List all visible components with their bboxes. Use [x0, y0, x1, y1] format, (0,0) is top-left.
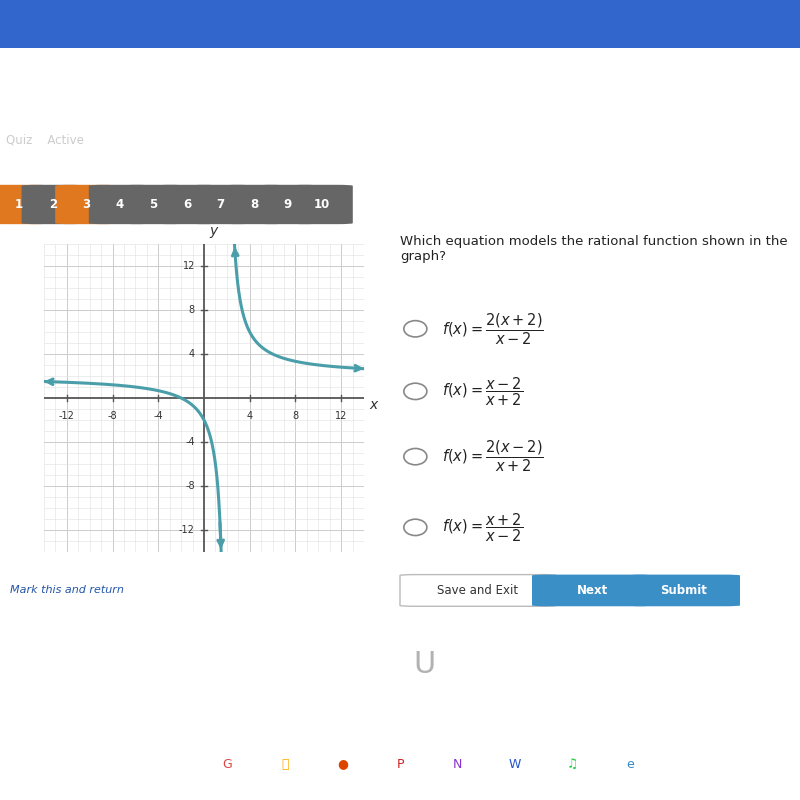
Text: $f(x) = \dfrac{x+2}{x-2}$: $f(x) = \dfrac{x+2}{x-2}$ — [442, 511, 523, 544]
Text: y: y — [209, 224, 218, 238]
Text: 📁: 📁 — [281, 758, 289, 770]
FancyBboxPatch shape — [0, 185, 50, 224]
Text: Next: Next — [576, 583, 608, 597]
Text: 12: 12 — [182, 261, 195, 271]
Text: $f(x) = \dfrac{2(x-2)}{x+2}$: $f(x) = \dfrac{2(x-2)}{x+2}$ — [442, 439, 544, 474]
Text: Save and Exit: Save and Exit — [437, 583, 518, 597]
Text: $f(x) = \dfrac{2(x+2)}{x-2}$: $f(x) = \dfrac{2(x+2)}{x-2}$ — [442, 311, 544, 346]
Text: 4: 4 — [189, 349, 195, 359]
Text: U: U — [413, 650, 435, 678]
FancyBboxPatch shape — [22, 185, 84, 224]
FancyBboxPatch shape — [628, 574, 740, 606]
Text: -12: -12 — [59, 411, 74, 421]
Text: 1: 1 — [15, 198, 23, 210]
Text: 3: 3 — [82, 198, 90, 210]
Text: P: P — [396, 758, 404, 770]
Text: e: e — [626, 758, 634, 770]
Text: x: x — [369, 398, 378, 412]
Text: -8: -8 — [186, 481, 195, 491]
FancyBboxPatch shape — [55, 185, 118, 224]
Text: 2: 2 — [49, 198, 57, 210]
Text: 6: 6 — [183, 198, 191, 210]
FancyBboxPatch shape — [290, 185, 353, 224]
FancyBboxPatch shape — [223, 185, 286, 224]
Text: ♫: ♫ — [567, 758, 578, 770]
FancyBboxPatch shape — [532, 574, 652, 606]
Text: 8: 8 — [189, 305, 195, 315]
Text: N: N — [453, 758, 462, 770]
Text: O: O — [107, 758, 117, 770]
FancyBboxPatch shape — [156, 185, 218, 224]
Text: $f(x) = \dfrac{x-2}{x+2}$: $f(x) = \dfrac{x-2}{x+2}$ — [442, 375, 523, 408]
Text: -4: -4 — [186, 437, 195, 447]
FancyBboxPatch shape — [190, 185, 252, 224]
Text: G: G — [222, 758, 232, 770]
FancyBboxPatch shape — [257, 185, 319, 224]
Text: -12: -12 — [179, 525, 195, 535]
Text: 12: 12 — [335, 411, 347, 421]
Text: -8: -8 — [108, 411, 118, 421]
Text: Graphs of Rational Functions: Graphs of Rational Functions — [6, 66, 269, 81]
Text: -4: -4 — [154, 411, 163, 421]
FancyBboxPatch shape — [122, 185, 185, 224]
Text: 4: 4 — [246, 411, 253, 421]
Text: Submit: Submit — [661, 583, 707, 597]
Text: 9: 9 — [284, 198, 292, 210]
Text: 7: 7 — [217, 198, 225, 210]
Text: Which equation models the rational function shown in the
graph?: Which equation models the rational funct… — [400, 235, 788, 263]
Text: ●: ● — [337, 758, 348, 770]
Bar — [0, 0, 800, 47]
Text: 4: 4 — [116, 198, 124, 210]
Text: ⊞: ⊞ — [164, 758, 175, 770]
FancyBboxPatch shape — [89, 185, 151, 224]
FancyBboxPatch shape — [400, 574, 556, 606]
Text: Mark this and return: Mark this and return — [10, 585, 123, 595]
Text: 5: 5 — [150, 198, 158, 210]
Text: Quiz    Active: Quiz Active — [6, 133, 84, 146]
Text: 8: 8 — [292, 411, 298, 421]
Text: TIME REMA: TIME REMA — [736, 187, 786, 197]
Text: 8: 8 — [250, 198, 258, 210]
Text: W: W — [509, 758, 522, 770]
Text: 10: 10 — [314, 198, 330, 210]
Text: 21:5: 21:5 — [744, 207, 778, 222]
